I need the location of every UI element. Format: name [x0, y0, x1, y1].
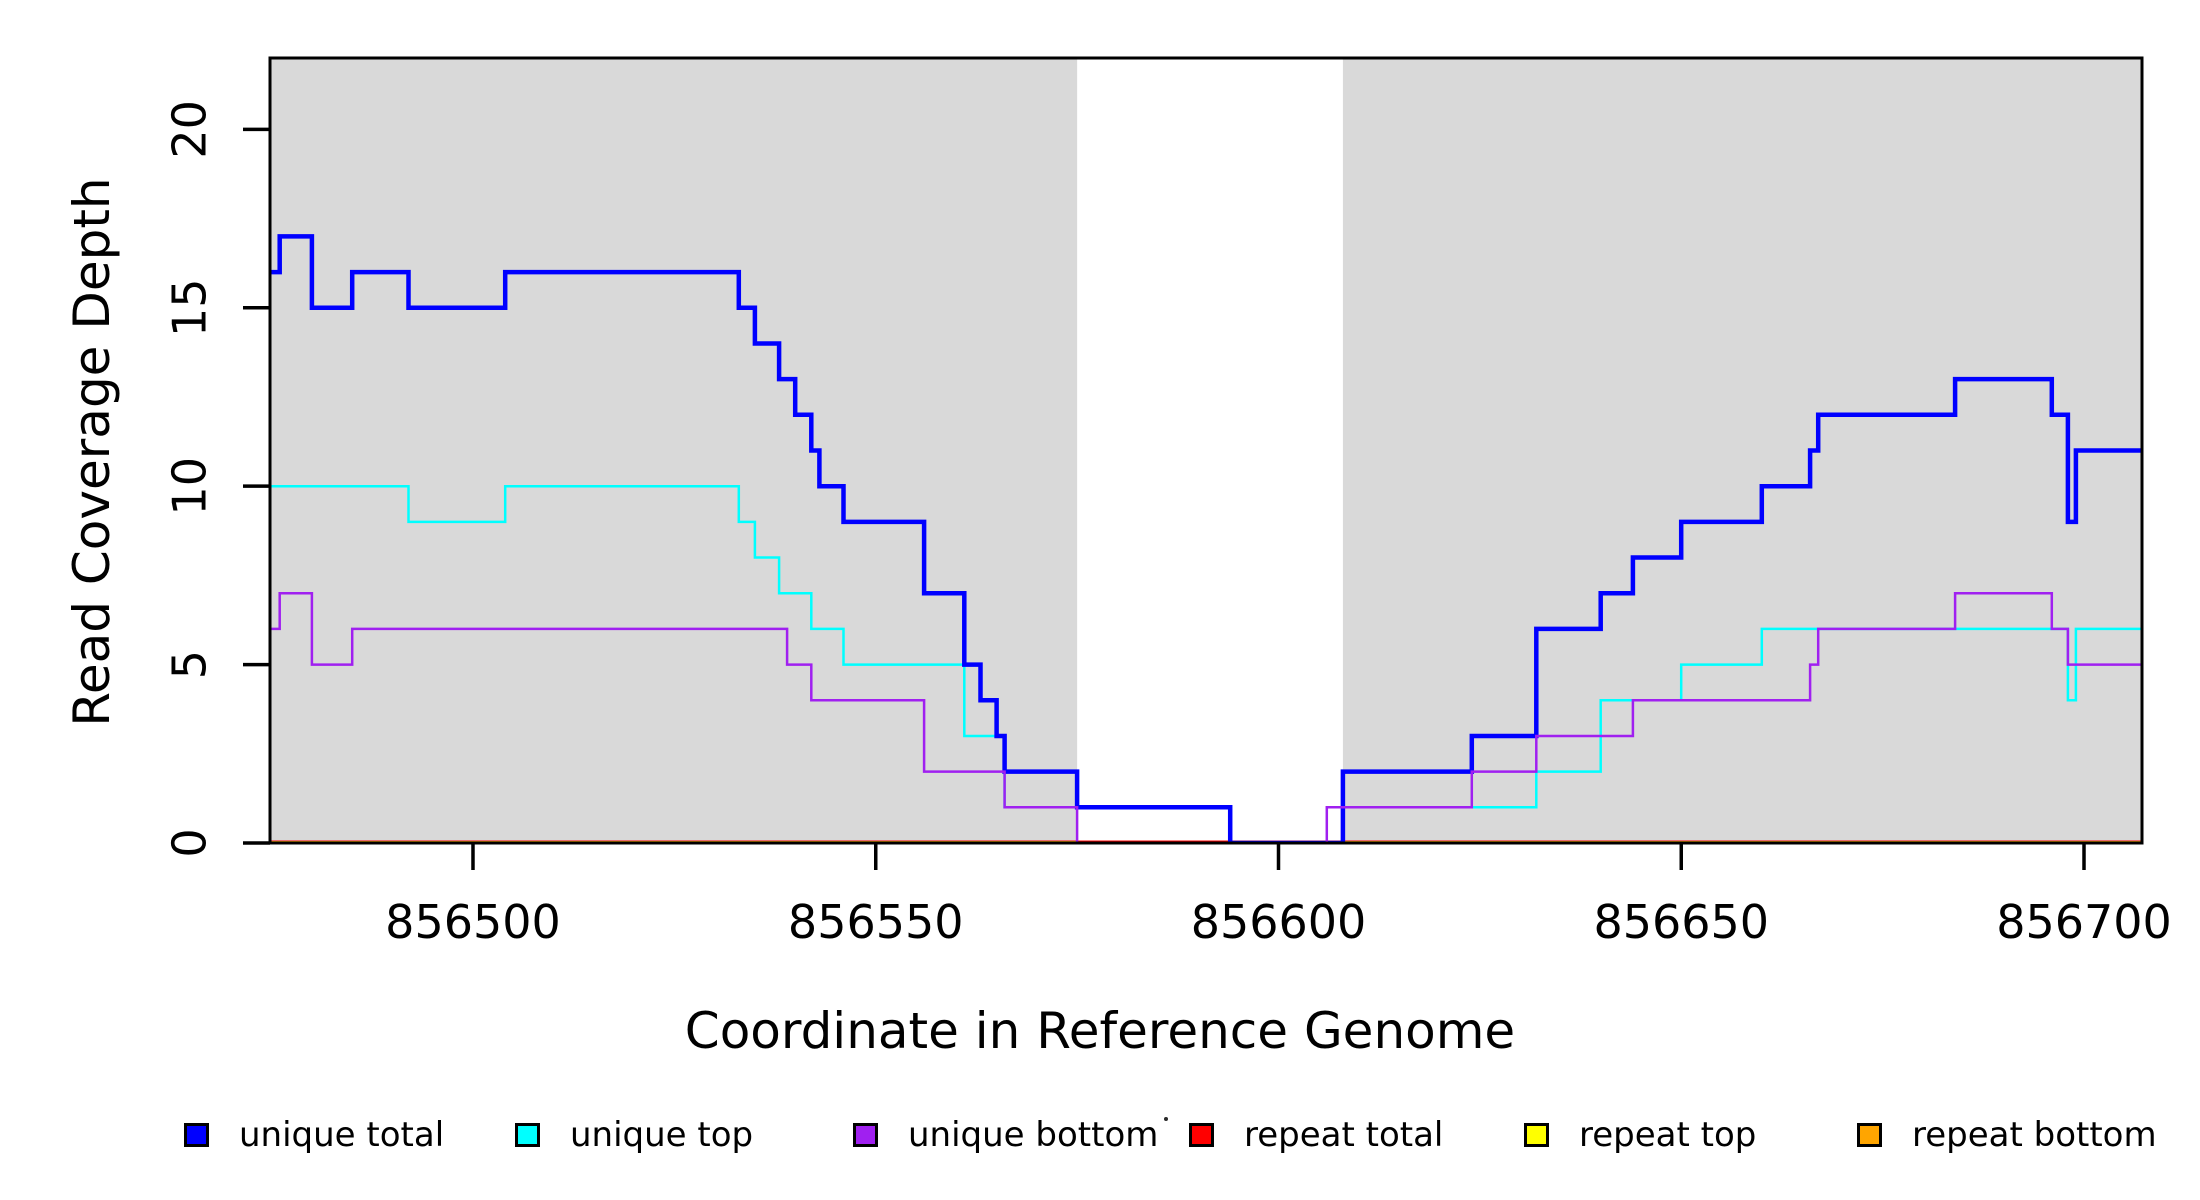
plot-border — [268, 56, 2144, 845]
x-axis-title: Coordinate in Reference Genome — [684, 1002, 1516, 1060]
legend-item-unique-top: unique top — [515, 1110, 753, 1160]
stray-dot-artifact — [1164, 1117, 1168, 1121]
y-tick-label: 20 — [163, 100, 217, 159]
legend-swatch-repeat-top — [1524, 1123, 1549, 1147]
y-tick-label: 5 — [163, 650, 217, 679]
y-tick-label: 0 — [163, 828, 217, 857]
legend-item-unique-bottom: unique bottom — [853, 1110, 1158, 1160]
y-axis-title: Read Coverage Depth — [63, 177, 121, 727]
repeat-region-shading — [1342, 58, 2142, 843]
series-line-unique-bottom — [270, 591, 2142, 843]
y-tick-label: 10 — [163, 457, 217, 516]
legend-label: repeat bottom — [1912, 1115, 2157, 1155]
legend-label: unique bottom — [908, 1115, 1159, 1155]
legend-item-repeat-total: repeat total — [1189, 1110, 1443, 1160]
x-tick-label: 856500 — [385, 895, 561, 949]
legend: unique total unique top unique bottom repea… — [0, 1110, 2200, 1170]
legend-swatch-repeat-total — [1189, 1123, 1214, 1147]
y-tick-label: 15 — [163, 278, 217, 337]
legend-label: repeat top — [1579, 1115, 1757, 1155]
legend-label: unique total — [239, 1115, 445, 1155]
legend-label: repeat total — [1244, 1115, 1444, 1155]
x-tick-label: 856650 — [1593, 895, 1769, 949]
legend-item-repeat-top: repeat top — [1524, 1110, 1756, 1160]
legend-swatch-unique-bottom — [853, 1123, 878, 1147]
x-tick-label: 856600 — [1191, 895, 1367, 949]
legend-label: unique top — [570, 1115, 754, 1155]
legend-swatch-unique-total — [184, 1123, 209, 1147]
x-tick-label: 856700 — [1996, 895, 2172, 949]
legend-item-repeat-bottom: repeat bottom — [1857, 1110, 2157, 1160]
repeat-region-shading — [270, 58, 1078, 843]
legend-swatch-repeat-bottom — [1857, 1123, 1882, 1147]
legend-item-unique-total: unique total — [184, 1110, 444, 1160]
x-tick-label: 856550 — [788, 895, 964, 949]
legend-swatch-unique-top — [515, 1123, 540, 1147]
series-line-unique-total — [270, 234, 2142, 843]
